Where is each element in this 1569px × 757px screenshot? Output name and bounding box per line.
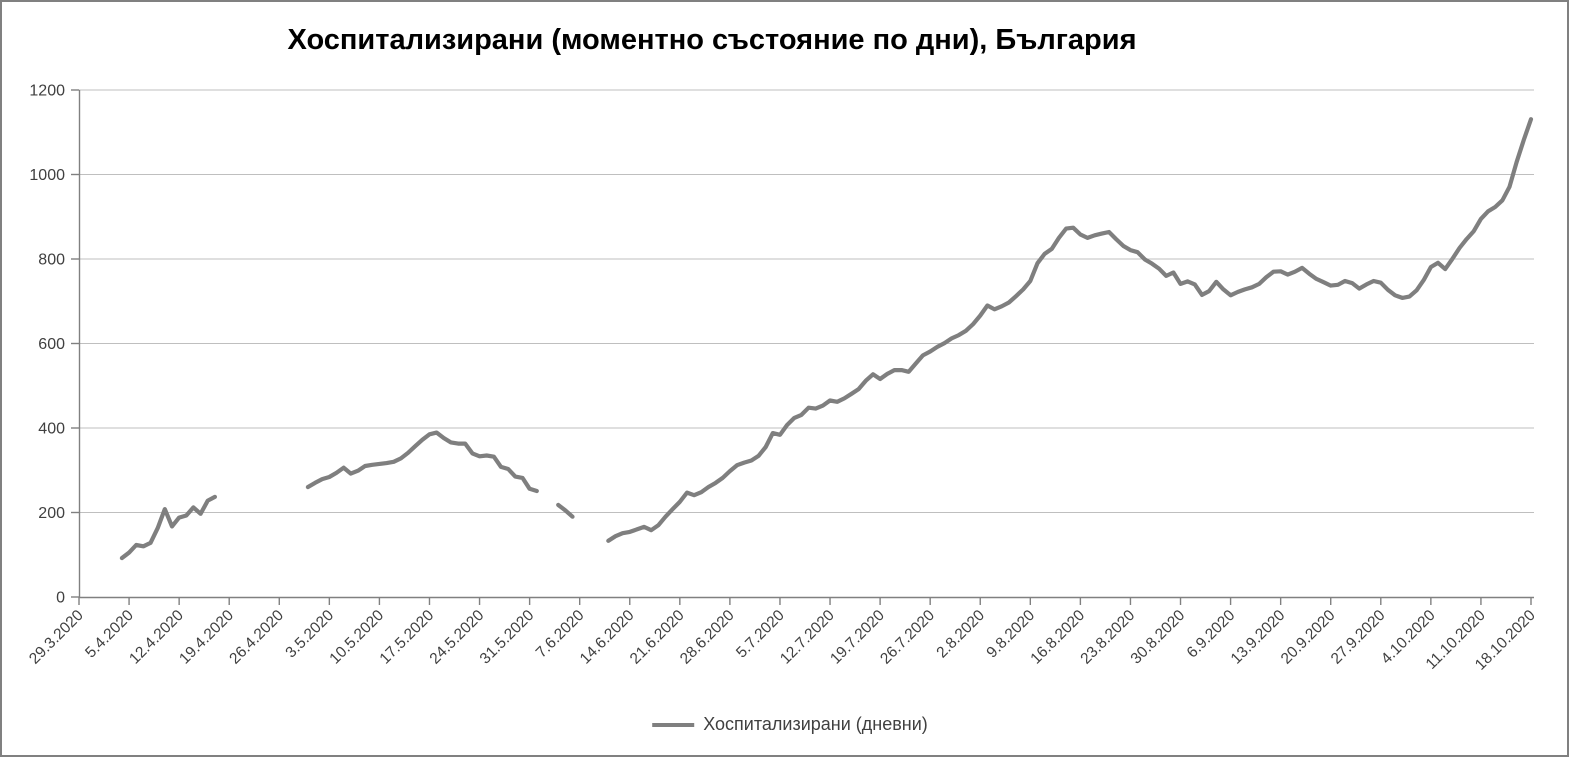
- legend-label: Хоспитализирани (дневни): [703, 714, 928, 734]
- y-tick-label: 1000: [29, 167, 65, 184]
- legend: Хоспитализирани (дневни): [652, 714, 928, 735]
- y-tick-label: 800: [38, 252, 65, 269]
- y-axis-labels: 0 200 400 600 800 1000 1200: [29, 83, 65, 607]
- y-tick-label: 1200: [29, 83, 65, 100]
- x-tick-label: 30.8.2020: [1128, 607, 1189, 668]
- x-axis-labels: 29.3.20205.4.202012.4.202019.4.202026.4.…: [26, 607, 1539, 674]
- chart-title: Хоспитализирани (моментно състояние по д…: [287, 24, 1137, 56]
- axes: [71, 89, 1534, 605]
- gridlines: [79, 89, 1534, 513]
- x-tick-label: 31.5.2020: [477, 607, 538, 668]
- y-tick-label: 600: [38, 336, 65, 353]
- y-tick-label: 400: [38, 421, 65, 438]
- x-tick-label: 29.3.2020: [26, 607, 87, 668]
- x-tick-label: 26.7.2020: [877, 607, 938, 668]
- x-tick-label: 26.4.2020: [226, 607, 287, 668]
- x-tick-label: 28.6.2020: [677, 607, 738, 668]
- series-line: [119, 117, 1534, 561]
- y-tick-label: 0: [56, 590, 65, 607]
- legend-line-swatch: [652, 722, 695, 727]
- y-tick-label: 200: [38, 505, 65, 522]
- x-tick-label: 2.8.2020: [933, 607, 988, 662]
